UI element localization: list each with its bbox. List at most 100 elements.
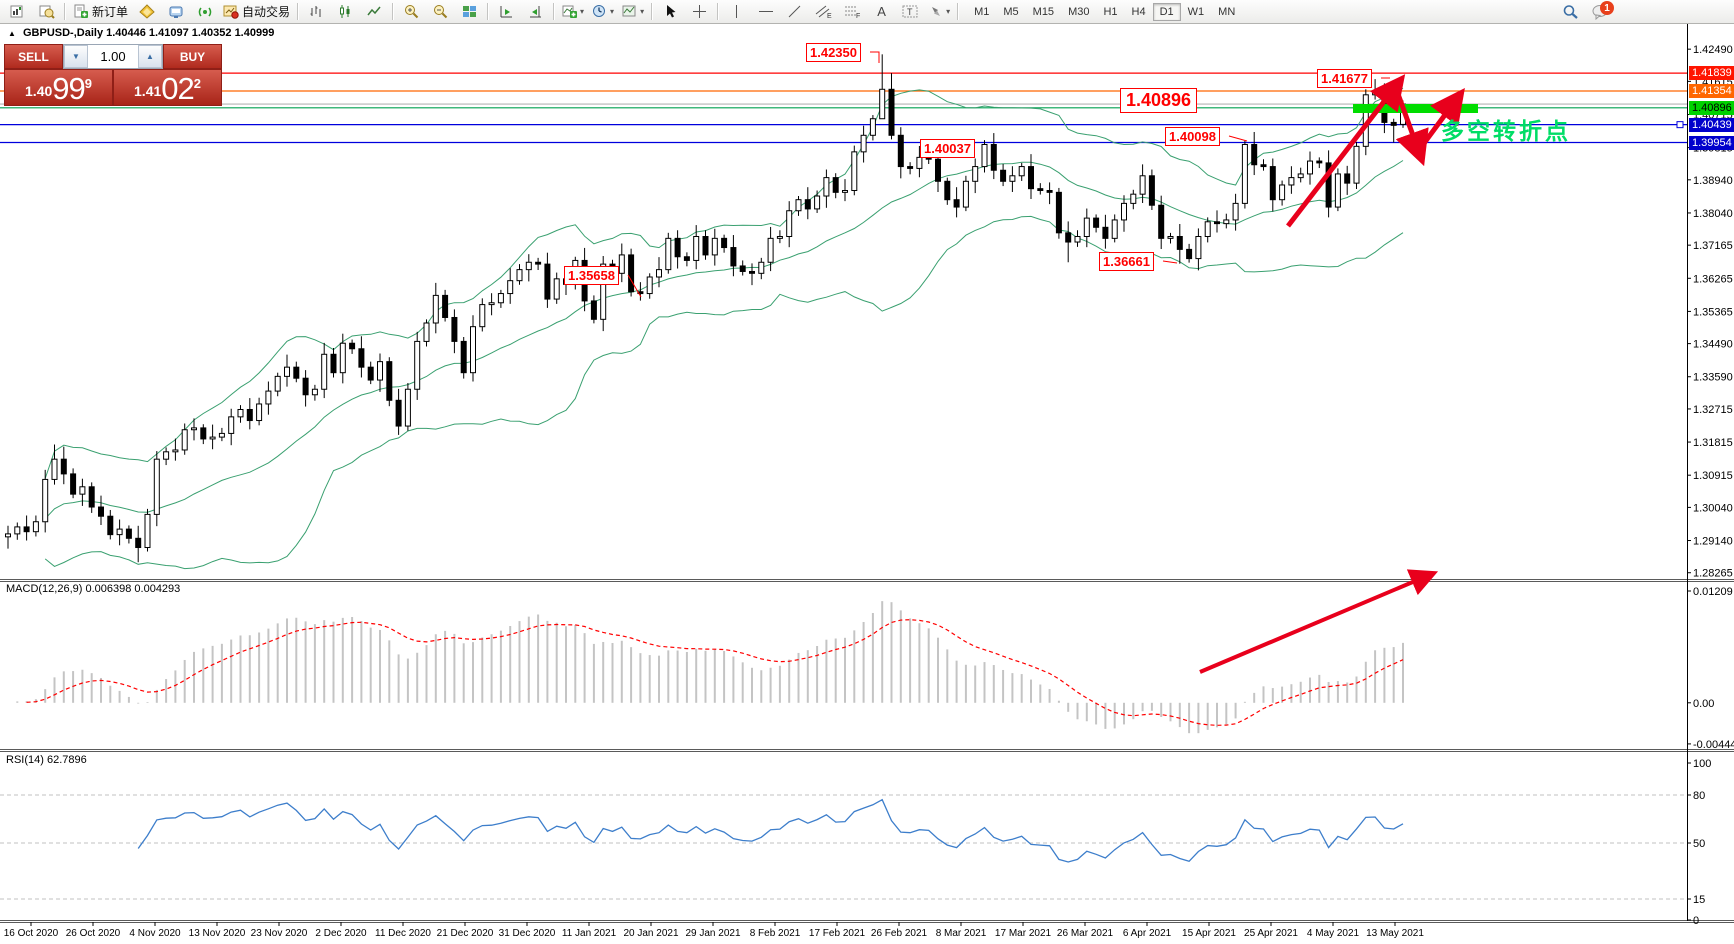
dropdown-arrow-icon: ▾ [640,6,645,16]
svg-text:0.01209: 0.01209 [1693,586,1733,598]
zoom-in-button[interactable] [397,1,426,23]
crosshair-icon [693,5,707,18]
svg-text:29 Jan 2021: 29 Jan 2021 [685,928,740,939]
price-label-annotation[interactable]: 1.42350 [806,43,861,62]
buy-button[interactable]: BUY [163,44,222,69]
price-label-annotation[interactable]: 1.40037 [920,139,975,158]
search-button[interactable] [1556,1,1585,23]
text-label-button[interactable]: T [896,1,925,23]
timeframe-button-mn[interactable]: MN [1218,5,1236,18]
timeframe-button-m30[interactable]: M30 [1068,5,1090,18]
chart-profiles-icon [39,5,55,19]
auto-scroll-button[interactable] [492,1,521,23]
timeframe-button-m5[interactable]: M5 [1003,5,1019,18]
lot-increase-button[interactable]: ▲ [138,45,162,68]
buy-price-display[interactable]: 1.41 02 2 [113,69,222,106]
chart-ohlc-header: ▲ GBPUSD-,Daily 1.40446 1.41097 1.40352 … [8,27,274,39]
templates-button[interactable]: ▾ [618,1,648,23]
autotrading-button[interactable]: 自动交易 [219,1,294,23]
svg-text:1.28265: 1.28265 [1693,568,1733,580]
text-button[interactable]: A [867,1,896,23]
indicators-icon [562,5,578,18]
bar-chart-button[interactable] [302,1,331,23]
sell-button[interactable]: SELL [4,44,63,69]
cursor-button[interactable] [656,1,685,23]
price-axis-badge: 1.40439 [1689,117,1734,132]
horizontal-line-button[interactable] [751,1,780,23]
timeframe-button-d1[interactable]: D1 [1152,2,1181,21]
equidistant-channel-icon: E [815,5,832,19]
vertical-line-button[interactable] [722,1,751,23]
chart-profiles-button[interactable] [32,1,61,23]
candlestick-button[interactable] [331,1,360,23]
svg-text:1.31815: 1.31815 [1693,437,1733,449]
buy-price-prefix: 1.41 [134,83,162,99]
price-label-annotation[interactable]: 1.40896 [1120,88,1198,113]
toolbar-separator [297,3,300,20]
sell-price-display[interactable]: 1.40 99 9 [4,69,113,106]
fibonacci-button[interactable]: F [838,1,867,23]
arrows-button[interactable]: ▾ [925,1,954,23]
signals-button[interactable] [190,1,219,23]
market-watch-button[interactable] [161,1,190,23]
trendline-button[interactable] [780,1,809,23]
lot-decrease-button[interactable]: ▼ [64,45,88,68]
svg-text:16 Oct 2020: 16 Oct 2020 [4,928,59,939]
svg-text:15 Apr 2021: 15 Apr 2021 [1182,928,1236,939]
svg-text:2 Dec 2020: 2 Dec 2020 [315,928,367,939]
timeframe-button-m1[interactable]: M1 [974,5,990,18]
chart-shift-icon [530,6,542,18]
svg-text:13 Nov 2020: 13 Nov 2020 [189,928,246,939]
svg-text:0: 0 [1693,915,1699,927]
new-chart-icon [10,5,23,18]
zoom-out-icon [433,5,447,19]
crosshair-button[interactable] [685,1,714,23]
text-label-icon: T [902,5,918,18]
zoom-out-button[interactable] [426,1,455,23]
svg-text:26 Feb 2021: 26 Feb 2021 [871,928,928,939]
chart-shift-button[interactable] [521,1,550,23]
notification-badge[interactable]: 1 [1600,1,1614,15]
new-order-label: 新订单 [92,5,129,19]
tile-windows-button[interactable] [455,1,484,23]
price-chart[interactable]: 1.424901.416151.407151.398151.389401.380… [0,23,1734,944]
svg-text:F: F [856,13,860,19]
toolbar-separator [392,3,395,20]
timeframe-button-h4[interactable]: H4 [1131,5,1146,18]
price-label-annotation[interactable]: 1.36661 [1099,252,1154,271]
new-order-button[interactable]: 新订单 [69,1,132,23]
metaeditor-button[interactable] [132,1,161,23]
line-chart-button[interactable] [360,1,389,23]
equidistant-channel-button[interactable]: E [809,1,838,23]
toolbar-separator [64,3,66,20]
autotrading-icon [223,5,239,19]
price-axis-badge: 1.39954 [1689,135,1734,150]
timeframe-button-w1[interactable]: W1 [1187,5,1205,18]
symbol-ohlc-text: GBPUSD-,Daily 1.40446 1.41097 1.40352 1.… [22,27,275,39]
price-label-annotation[interactable]: 1.41677 [1317,69,1372,88]
timeframe-button-h1[interactable]: H1 [1103,5,1118,18]
text-icon: A [877,4,886,19]
svg-text:26 Mar 2021: 26 Mar 2021 [1057,928,1114,939]
templates-icon [622,5,636,17]
dropdown-arrow-icon: ▾ [610,6,615,16]
line-chart-icon [367,6,381,16]
periods-button[interactable]: ▾ [588,1,618,23]
price-label-annotation[interactable]: 1.35658 [564,266,619,285]
collapse-triangle-icon[interactable]: ▲ [8,29,16,38]
svg-text:6 Apr 2021: 6 Apr 2021 [1123,928,1172,939]
dropdown-arrow-icon: ▾ [946,6,951,16]
price-label-annotation[interactable]: 1.40098 [1165,127,1220,146]
svg-text:8 Mar 2021: 8 Mar 2021 [936,928,987,939]
tile-windows-icon [463,6,477,17]
new-chart-button[interactable] [3,1,32,23]
search-icon [1563,4,1578,19]
toolbar-separator [717,3,720,20]
timeframe-button-m15[interactable]: M15 [1032,5,1055,18]
svg-text:E: E [827,13,832,19]
lot-size-input[interactable]: 1.00 [100,49,126,64]
indicators-button[interactable]: ▾ [558,1,588,23]
svg-text:1.34490: 1.34490 [1693,339,1733,351]
chinese-annotation-text[interactable]: 多空转折点 [1441,118,1571,144]
